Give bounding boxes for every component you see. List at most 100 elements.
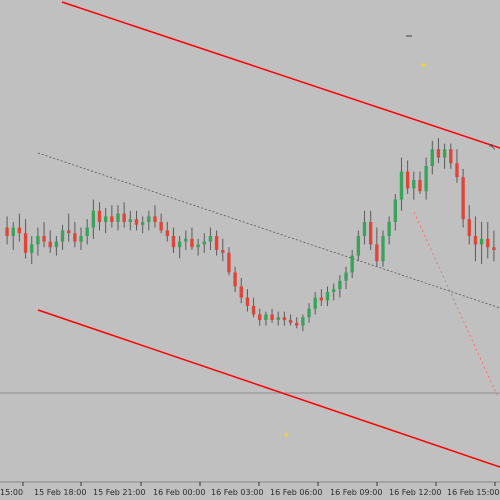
time-label: 16 Feb 03:00: [211, 488, 263, 497]
bearish-candle: [122, 213, 126, 222]
lightning-icon: [284, 430, 289, 442]
bearish-candle: [233, 272, 237, 287]
bearish-candle: [17, 227, 22, 234]
bearish-candle: [455, 163, 459, 178]
bearish-candle: [134, 219, 139, 225]
bearish-candle: [295, 322, 299, 326]
bearish-candle: [214, 236, 219, 250]
bullish-candle: [301, 317, 305, 326]
bullish-candle: [79, 236, 83, 242]
lower-trend-line[interactable]: [37, 309, 500, 468]
bullish-candle: [60, 230, 65, 242]
bearish-candle: [270, 314, 274, 320]
bullish-candle: [344, 272, 348, 281]
bearish-candle: [97, 210, 102, 222]
bearish-candle: [221, 250, 225, 253]
bearish-candle: [492, 247, 496, 250]
bearish-candle: [23, 233, 28, 253]
projection-line[interactable]: [413, 211, 498, 396]
bullish-candle: [196, 244, 200, 248]
bullish-candle: [307, 308, 311, 318]
bullish-candle: [128, 219, 133, 222]
bearish-candle: [418, 180, 422, 192]
bullish-candle: [325, 292, 330, 301]
time-axis: 15:00 15 Feb 18:00 15 Feb 21:00 16 Feb 0…: [0, 481, 500, 497]
bearish-candle: [375, 244, 379, 262]
bullish-candle: [393, 199, 398, 222]
bearish-candle: [368, 222, 373, 245]
time-label: 16 Feb 00:00: [153, 488, 205, 497]
bullish-candle: [184, 238, 188, 242]
bearish-candle: [5, 227, 9, 236]
bullish-candle: [479, 238, 484, 245]
time-label: 16 Feb 09:00: [330, 488, 382, 497]
time-label: 15:00: [0, 488, 23, 497]
bearish-candle: [153, 216, 157, 222]
bearish-candle: [245, 297, 250, 306]
bearish-candle: [171, 236, 176, 248]
bearish-candle: [159, 222, 163, 231]
bearish-candle: [405, 171, 410, 189]
bullish-candle: [177, 241, 182, 248]
bullish-candle: [11, 227, 15, 236]
bearish-candle: [73, 233, 77, 242]
bearish-candle: [67, 230, 71, 234]
bullish-candle: [424, 166, 428, 192]
bearish-candle: [282, 317, 287, 320]
time-label: 16 Feb 06:00: [270, 488, 322, 497]
bullish-candle: [103, 216, 108, 222]
time-label: 16 Feb 15:00: [447, 488, 499, 497]
bullish-candle: [399, 171, 404, 200]
time-label: 16 Feb 12:00: [389, 488, 441, 497]
bullish-candle: [140, 222, 145, 225]
time-label: 15 Feb 18:00: [34, 488, 86, 497]
bullish-candle: [276, 317, 280, 320]
bearish-candle: [239, 286, 243, 298]
bearish-candle: [449, 149, 453, 164]
bullish-candle: [313, 297, 317, 309]
bullish-candle: [412, 180, 416, 189]
bearish-candle: [319, 297, 324, 301]
bearish-candle: [48, 241, 52, 248]
bullish-candle: [331, 289, 336, 292]
bearish-candle: [473, 236, 478, 245]
bullish-candle: [430, 149, 434, 166]
bearish-candle: [42, 236, 46, 242]
lightning-icon: [421, 60, 426, 72]
arrow-marker-icon: ↖: [488, 142, 496, 153]
bullish-candle: [350, 255, 354, 273]
bullish-candle: [264, 314, 268, 320]
candles-layer: [5, 138, 496, 332]
bearish-candle: [486, 238, 490, 248]
bullish-candle: [147, 216, 151, 222]
bullish-candle: [36, 236, 40, 245]
bullish-candle: [442, 149, 447, 158]
bullish-candle: [362, 222, 367, 236]
bullish-candle: [85, 227, 89, 236]
bearish-candle: [190, 238, 194, 248]
bearish-candle: [461, 177, 465, 220]
bullish-candle: [202, 241, 206, 245]
middle-trend-line[interactable]: [37, 152, 500, 309]
bearish-candle: [251, 306, 256, 315]
upper-trend-line[interactable]: [61, 1, 500, 149]
bullish-candle: [208, 236, 213, 242]
bearish-candle: [467, 219, 471, 236]
bearish-candle: [227, 252, 231, 273]
bullish-candle: [30, 244, 34, 253]
bearish-candle: [110, 216, 114, 222]
bullish-candle: [338, 280, 342, 290]
bullish-candle: [387, 222, 391, 236]
bullish-candle: [54, 241, 59, 248]
bullish-candle: [91, 210, 96, 228]
bullish-candle: [116, 213, 120, 222]
time-label: 15 Feb 21:00: [93, 488, 145, 497]
bearish-candle: [288, 320, 293, 323]
bullish-candle: [356, 236, 361, 256]
bullish-candle: [381, 236, 385, 262]
bearish-candle: [258, 314, 262, 320]
bearish-candle: [436, 149, 441, 158]
bearish-candle: [165, 230, 170, 236]
